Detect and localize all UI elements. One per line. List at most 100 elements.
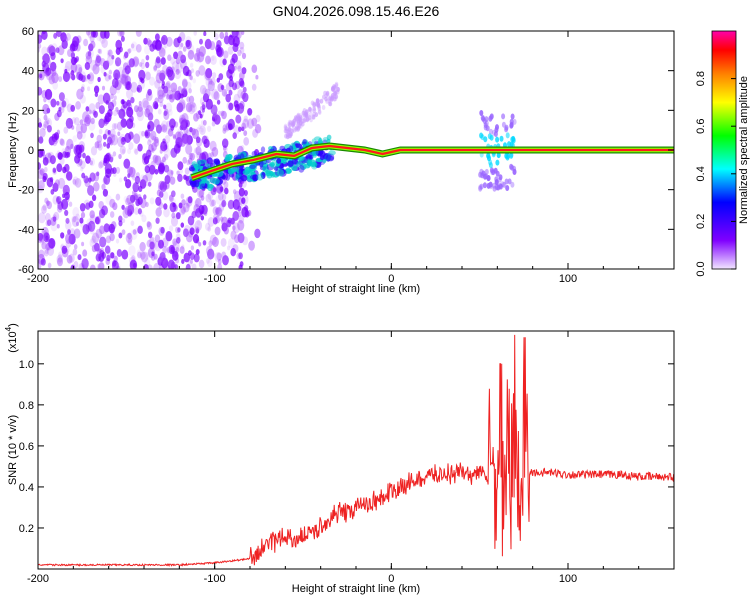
faint-streak bbox=[308, 106, 312, 112]
noise-speck bbox=[128, 142, 134, 150]
noise-speck bbox=[112, 167, 117, 175]
colorbar-tick-label: 0.0 bbox=[695, 261, 707, 276]
noise-speck bbox=[172, 202, 176, 208]
noise-speck bbox=[202, 87, 208, 96]
noise-speck bbox=[56, 204, 63, 213]
noise-speck bbox=[128, 58, 135, 68]
noise-speck bbox=[195, 248, 200, 255]
noise-speck bbox=[65, 217, 70, 224]
noise-speck bbox=[221, 199, 227, 208]
noise-speck bbox=[188, 95, 195, 104]
noise-speck bbox=[182, 156, 187, 164]
noise-speck bbox=[194, 226, 199, 233]
faint-streak bbox=[287, 127, 292, 133]
faint-streak bbox=[301, 121, 305, 127]
track-blob bbox=[291, 165, 298, 171]
noise-speck bbox=[123, 158, 131, 169]
noise-speck bbox=[107, 49, 113, 57]
noise-speck bbox=[53, 132, 60, 141]
noise-speck bbox=[142, 174, 148, 184]
noise-speck bbox=[68, 201, 73, 207]
noise-speck bbox=[147, 181, 152, 187]
noise-speck bbox=[61, 148, 66, 155]
noise-speck bbox=[231, 31, 239, 38]
noise-speck bbox=[52, 216, 57, 222]
noise-speck bbox=[66, 138, 74, 150]
noise-speck bbox=[196, 127, 200, 133]
noise-speck bbox=[163, 207, 170, 218]
noise-speck bbox=[189, 75, 193, 81]
noise-speck bbox=[47, 262, 52, 269]
noise-speck bbox=[173, 51, 179, 60]
noise-speck bbox=[46, 219, 52, 226]
noise-speck bbox=[159, 181, 168, 193]
noise-speck bbox=[146, 239, 152, 248]
noise-speck bbox=[124, 206, 131, 216]
noise-speck bbox=[46, 201, 52, 210]
noise-speck bbox=[181, 78, 188, 88]
noise-speck bbox=[109, 156, 114, 163]
snr-panel: -200 -100 0 100 0.2 0.4 0.6 0.8 1.0 Height of st… bbox=[4, 323, 675, 595]
noise-speck bbox=[205, 98, 213, 110]
noise-speck bbox=[217, 258, 222, 265]
y-tick-label: 0 bbox=[28, 145, 34, 157]
colorbar-axis: 0.0 0.2 0.4 0.6 0.8 bbox=[695, 71, 736, 277]
noise-speck bbox=[223, 181, 229, 189]
faint-streak bbox=[317, 99, 321, 105]
noise-speck bbox=[242, 118, 250, 129]
noise-speck bbox=[41, 241, 47, 250]
noise-speck bbox=[123, 195, 128, 203]
noise-speck bbox=[161, 120, 168, 131]
noise-speck bbox=[67, 49, 73, 57]
burst-blob bbox=[479, 183, 484, 190]
noise-speck bbox=[179, 136, 187, 147]
faint-streak bbox=[283, 123, 288, 129]
noise-speck bbox=[87, 73, 95, 85]
noise-speck bbox=[133, 133, 141, 144]
noise-speck bbox=[141, 214, 147, 223]
faint-streak bbox=[329, 97, 334, 102]
noise-speck bbox=[107, 101, 115, 112]
noise-speck bbox=[97, 263, 101, 269]
noise-speck bbox=[126, 106, 134, 118]
noise-speck bbox=[100, 31, 107, 39]
noise-speck bbox=[118, 177, 123, 183]
noise-speck bbox=[168, 94, 175, 103]
y-tick-label: 1.0 bbox=[19, 359, 34, 371]
noise-speck bbox=[50, 98, 57, 108]
noise-speck bbox=[227, 199, 235, 210]
noise-speck bbox=[187, 49, 195, 60]
snr-ylabel: SNR (10 * v/v) bbox=[7, 415, 19, 485]
noise-speck bbox=[221, 193, 227, 201]
x-tick-label: -100 bbox=[204, 273, 226, 285]
noise-speck bbox=[60, 232, 65, 239]
noise-speck bbox=[204, 88, 211, 98]
noise-speck bbox=[209, 234, 217, 246]
noise-speck bbox=[220, 237, 227, 247]
track-blob bbox=[252, 174, 259, 182]
burst-blob bbox=[501, 121, 506, 128]
track-blob bbox=[270, 171, 276, 178]
noise-speck bbox=[137, 144, 142, 152]
noise-speck bbox=[150, 130, 157, 141]
noise-speck bbox=[52, 214, 57, 221]
noise-speck bbox=[127, 238, 133, 246]
noise-speck bbox=[199, 97, 205, 106]
noise-speck bbox=[255, 74, 259, 80]
noise-speck bbox=[195, 70, 200, 77]
noise-speck bbox=[203, 210, 208, 217]
noise-speck bbox=[182, 65, 190, 76]
noise-speck bbox=[87, 185, 95, 196]
track-blob bbox=[190, 179, 197, 188]
noise-speck bbox=[241, 126, 245, 132]
burst-blob bbox=[510, 181, 515, 188]
noise-speck bbox=[82, 249, 88, 257]
noise-speck bbox=[193, 147, 201, 158]
noise-speck bbox=[139, 174, 146, 183]
noise-speck bbox=[177, 45, 181, 50]
noise-speck bbox=[218, 203, 225, 212]
noise-speck bbox=[221, 138, 229, 149]
noise-speck bbox=[209, 41, 216, 51]
burst-blob bbox=[507, 141, 511, 148]
noise-speck bbox=[201, 102, 205, 107]
